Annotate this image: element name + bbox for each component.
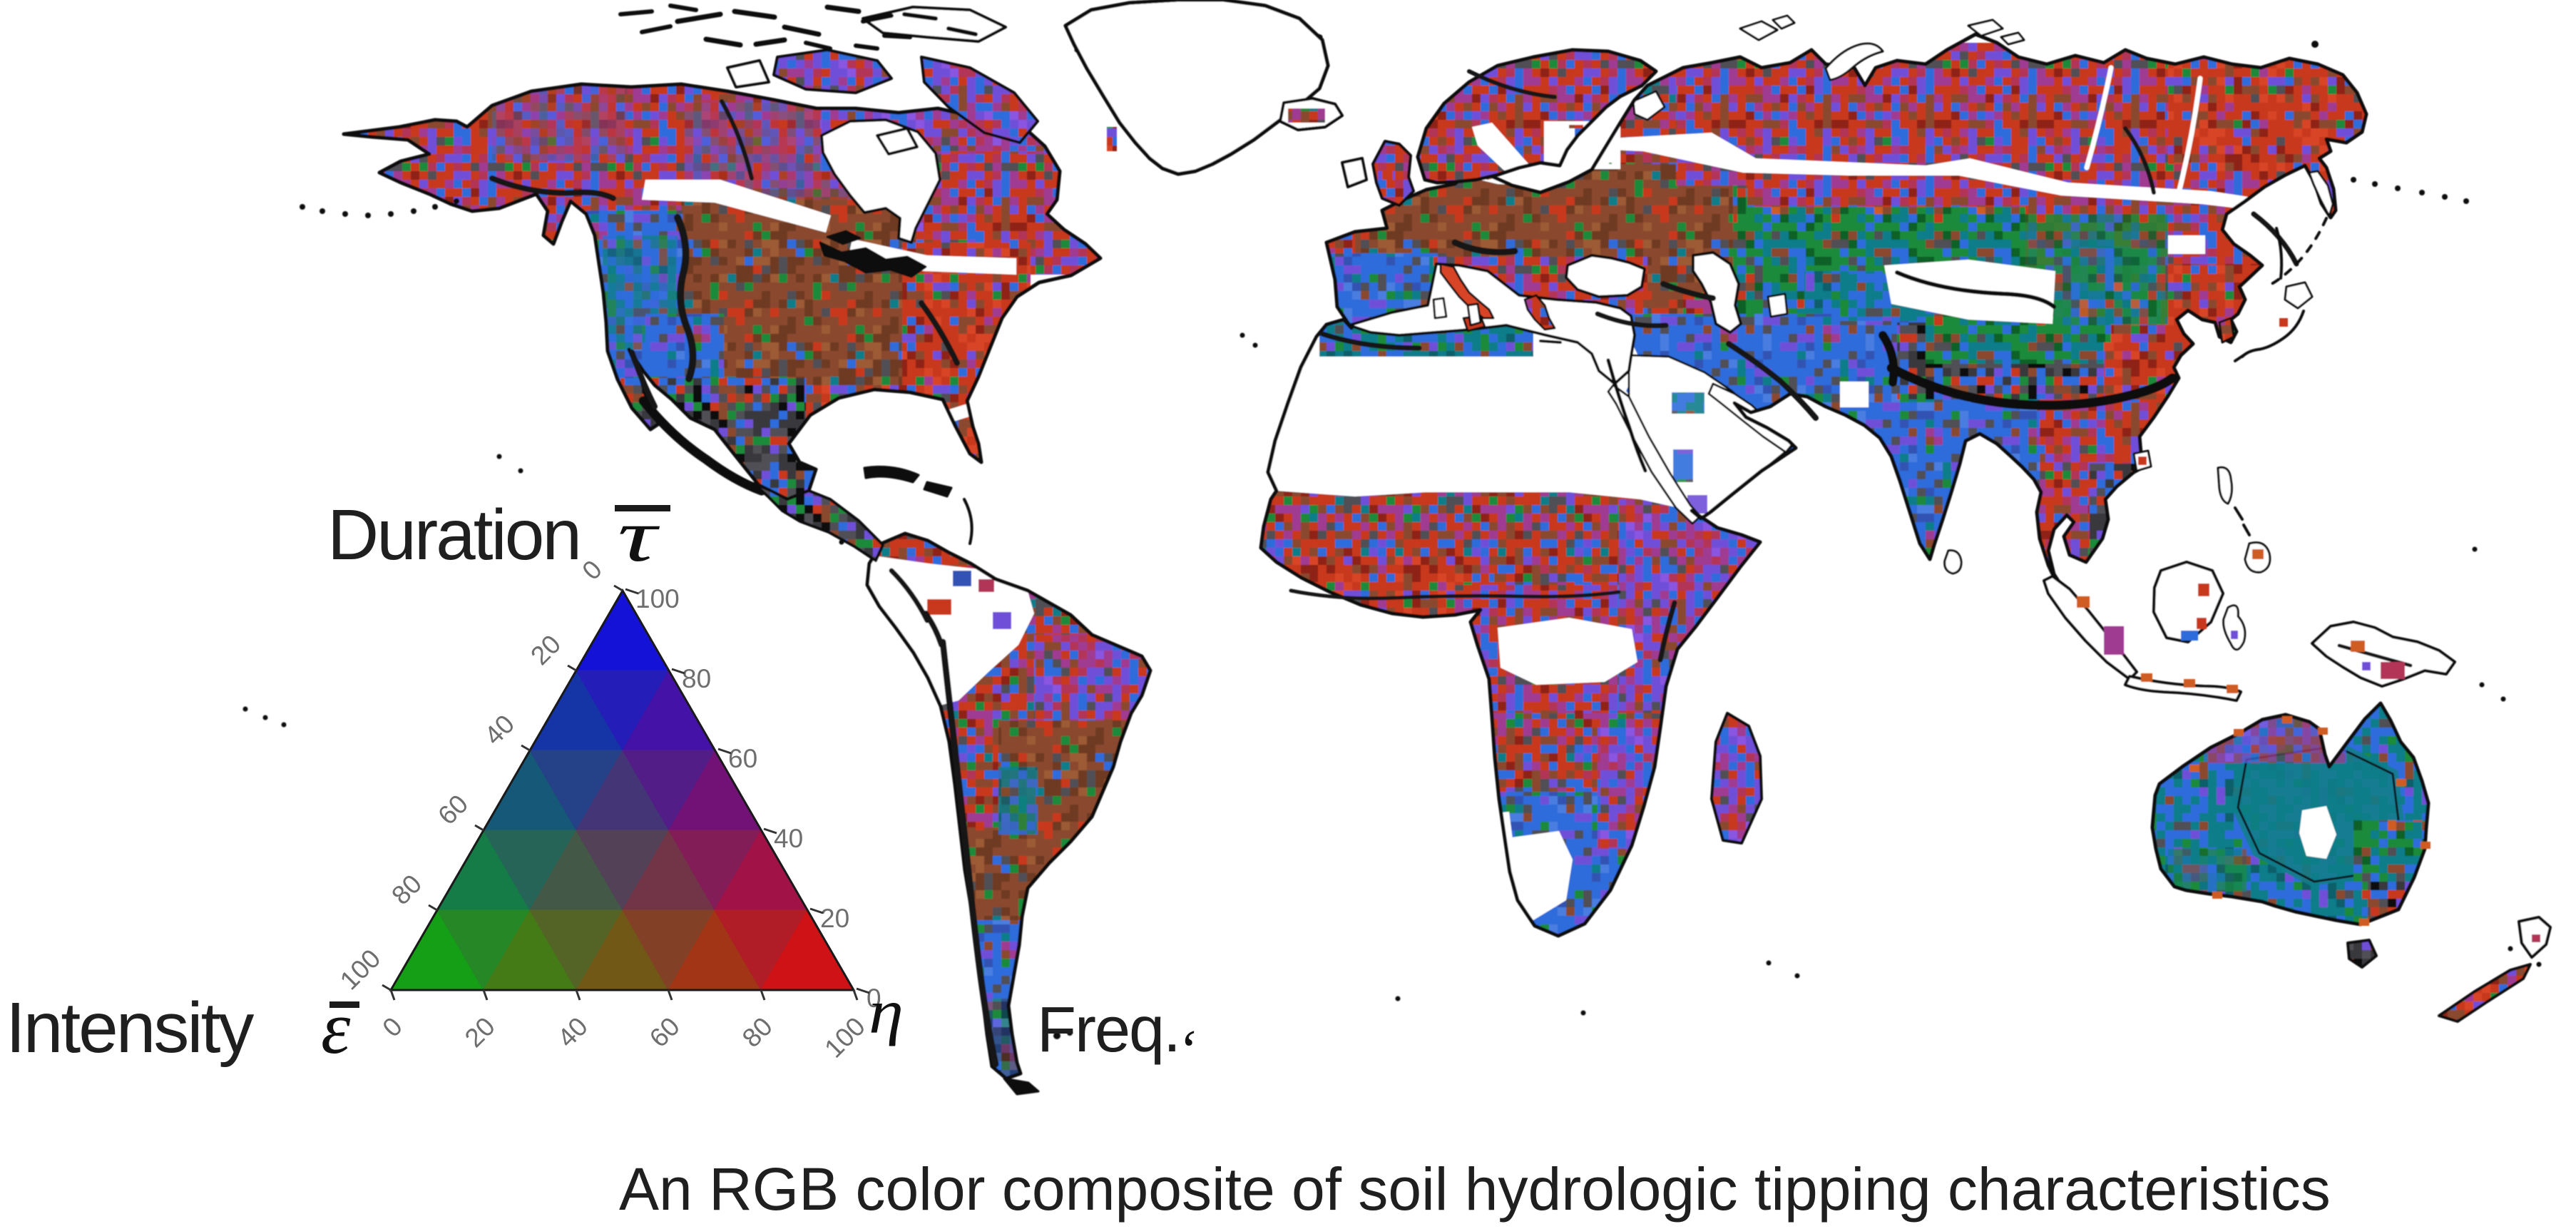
svg-text:100: 100: [635, 584, 680, 613]
svg-text:60: 60: [728, 744, 757, 773]
svg-text:40: 40: [774, 824, 803, 853]
svg-text:80: 80: [682, 664, 711, 693]
svg-text:20: 20: [820, 904, 849, 933]
svg-text:0: 0: [867, 984, 881, 1013]
